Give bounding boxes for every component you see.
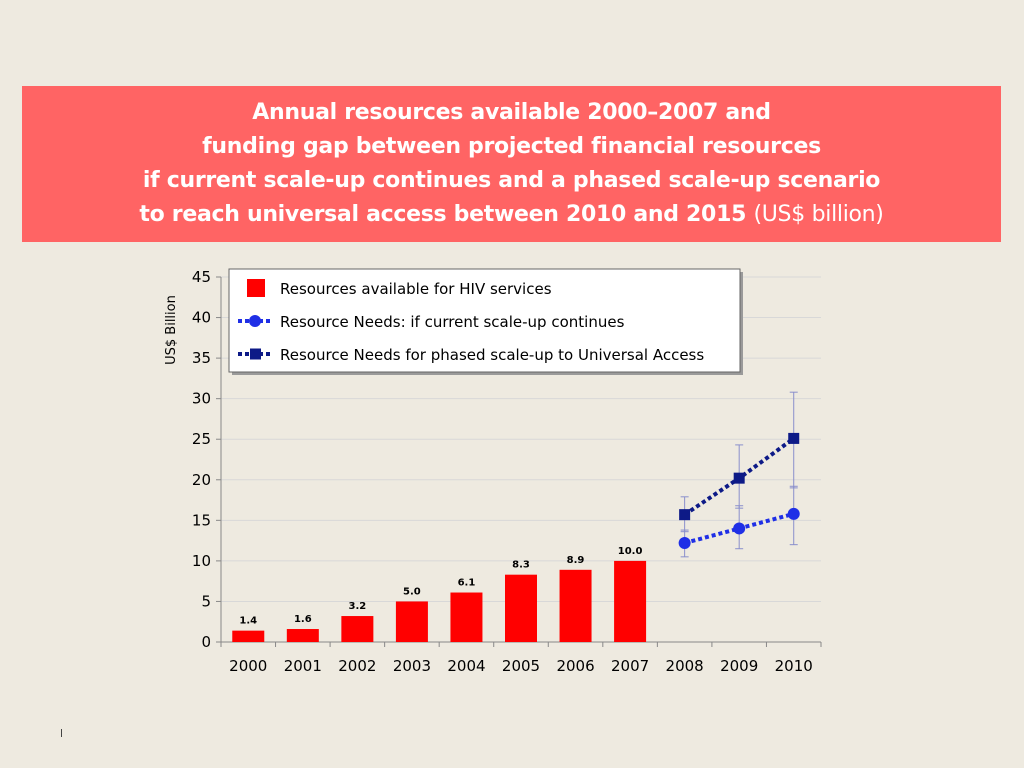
y-tick-label: 5 — [201, 592, 211, 610]
series-1-point-2010 — [787, 507, 800, 520]
x-tick-label: 2003 — [393, 657, 431, 675]
x-tick-label: 2010 — [775, 657, 813, 675]
x-tick-label: 2000 — [229, 657, 267, 675]
bar-data-label: 1.4 — [239, 616, 257, 627]
legend-swatch-bar — [247, 279, 265, 297]
bar-data-label: 6.1 — [458, 578, 476, 589]
legend-box — [228, 268, 741, 373]
bar-data-label: 1.6 — [294, 614, 312, 625]
bar-2005 — [505, 574, 537, 642]
bar-2002 — [341, 616, 374, 642]
x-tick-label: 2007 — [611, 657, 649, 675]
legend-item-3: Resource Needs for phased scale-up to Un… — [280, 346, 704, 364]
legend-swatch-circle — [249, 315, 261, 327]
y-tick-label: 20 — [192, 471, 211, 489]
y-tick-label: 0 — [201, 633, 211, 651]
bar-data-label: 8.3 — [512, 560, 530, 571]
title-line-4: to reach universal access between 2010 a… — [22, 198, 1001, 232]
title-line-1: Annual resources available 2000–2007 and — [252, 100, 771, 125]
bar-2004 — [450, 592, 483, 642]
legend-item-1: Resources available for HIV services — [280, 280, 552, 298]
x-tick-label: 2005 — [502, 657, 540, 675]
bar-data-label: 3.2 — [349, 601, 367, 612]
series-2-point-2010 — [788, 432, 800, 444]
y-tick-label: 25 — [192, 430, 211, 448]
y-tick-label: 30 — [192, 390, 211, 408]
x-tick-label: 2002 — [338, 657, 376, 675]
y-tick-label: 35 — [192, 349, 211, 367]
x-tick-label: 2006 — [556, 657, 594, 675]
bar-2007 — [614, 560, 647, 642]
x-tick-label: 2009 — [720, 657, 758, 675]
x-tick-label: 2001 — [284, 657, 322, 675]
title-line-4-text: to reach universal access between 2010 a… — [139, 202, 747, 227]
bar-2000 — [232, 630, 265, 642]
y-tick-label: 40 — [192, 309, 211, 327]
legend-swatch-square — [250, 348, 261, 360]
title-box: Annual resources available 2000–2007 and… — [22, 86, 1001, 242]
legend-item-2: Resource Needs: if current scale-up cont… — [280, 313, 625, 331]
title-line-2: funding gap between projected financial … — [202, 134, 821, 159]
series-1-point-2008 — [678, 537, 691, 550]
bar-2003 — [395, 601, 428, 642]
bar-2006 — [559, 569, 592, 642]
series-2-point-2009 — [733, 472, 745, 484]
bar-data-label: 10.0 — [618, 546, 643, 557]
title-unit: (US$ billion) — [753, 202, 884, 227]
y-tick-label: 15 — [192, 511, 211, 529]
bar-2001 — [286, 629, 319, 642]
title-line-3: if current scale-up continues and a phas… — [142, 168, 881, 193]
footer-mark — [61, 729, 62, 737]
x-tick-label: 2008 — [666, 657, 704, 675]
bar-data-label: 5.0 — [403, 586, 421, 597]
x-tick-label: 2004 — [447, 657, 485, 675]
series-1-point-2009 — [733, 522, 746, 535]
series-2-point-2008 — [679, 509, 691, 521]
bar-data-label: 8.9 — [567, 555, 585, 566]
y-tick-label: 10 — [192, 552, 211, 570]
y-tick-label: 45 — [192, 268, 211, 286]
y-axis-label: US$ Billion — [164, 295, 179, 365]
